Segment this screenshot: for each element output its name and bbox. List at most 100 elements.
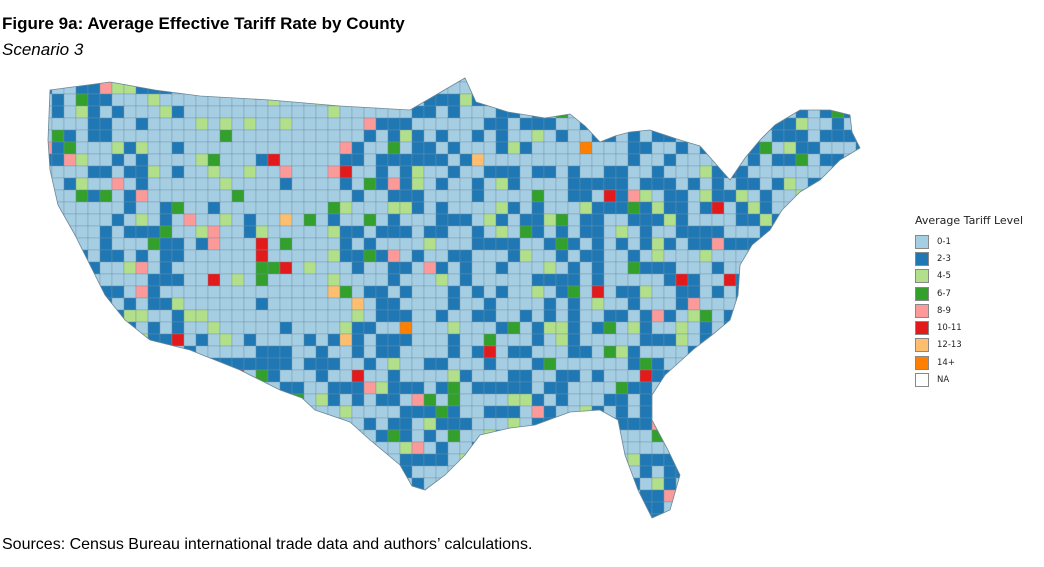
county-cell	[471, 249, 485, 263]
county-cell	[147, 117, 161, 131]
county-cell	[639, 129, 653, 143]
county-cell	[111, 201, 125, 215]
county-cell	[603, 309, 617, 323]
county-cell	[399, 441, 413, 455]
county-cell	[255, 285, 269, 299]
county-cell	[159, 105, 173, 119]
county-cell	[399, 417, 413, 431]
county-cell	[87, 105, 101, 119]
county-cell	[231, 225, 245, 239]
county-cell	[399, 333, 413, 347]
county-cell	[279, 105, 293, 119]
county-cell	[435, 225, 449, 239]
county-cell	[471, 381, 485, 395]
county-cell	[627, 417, 641, 431]
county-cell	[711, 225, 725, 239]
county-cell	[459, 189, 473, 203]
county-cell	[183, 297, 197, 311]
county-cell	[507, 249, 521, 263]
county-cell	[375, 429, 389, 443]
legend-swatch	[915, 355, 929, 370]
county-cell	[747, 189, 761, 203]
county-cell	[579, 285, 593, 299]
county-cell	[207, 153, 221, 167]
county-cell	[771, 141, 785, 155]
county-cell	[783, 129, 797, 143]
county-cell	[411, 429, 425, 443]
county-cell	[483, 129, 497, 143]
county-cell	[375, 201, 389, 215]
county-cell	[423, 405, 437, 419]
county-cell	[519, 273, 533, 287]
county-cell	[327, 285, 341, 299]
county-cell	[315, 261, 329, 275]
county-cell	[423, 249, 437, 263]
county-cell	[267, 165, 281, 179]
county-cell	[303, 333, 317, 347]
county-cell	[351, 225, 365, 239]
county-cell	[555, 249, 569, 263]
county-cell	[723, 261, 737, 275]
county-cell	[411, 261, 425, 275]
county-cell	[351, 369, 365, 383]
county-cell	[555, 297, 569, 311]
county-cell	[63, 165, 77, 179]
county-cell	[363, 165, 377, 179]
county-cell	[495, 405, 509, 419]
county-cell	[279, 153, 293, 167]
county-cell	[267, 105, 281, 119]
county-cell	[351, 105, 365, 119]
county-cell	[279, 141, 293, 155]
county-cell	[555, 345, 569, 359]
county-cell	[663, 165, 677, 179]
county-cell	[543, 369, 557, 383]
county-cell	[75, 189, 89, 203]
county-cell	[471, 345, 485, 359]
county-cell	[567, 213, 581, 227]
county-cell	[639, 189, 653, 203]
county-cell	[651, 309, 665, 323]
county-cell	[471, 213, 485, 227]
county-cell	[471, 165, 485, 179]
county-cell	[543, 285, 557, 299]
county-cell	[519, 177, 533, 191]
county-cell	[387, 237, 401, 251]
county-cell	[639, 453, 653, 467]
county-cell	[387, 309, 401, 323]
county-cell	[87, 237, 101, 251]
county-cell	[819, 117, 833, 131]
county-cell	[771, 153, 785, 167]
county-cell	[267, 333, 281, 347]
county-cell	[459, 177, 473, 191]
county-cell	[459, 129, 473, 143]
county-cell	[603, 189, 617, 203]
county-cell	[423, 321, 437, 335]
county-cell	[207, 117, 221, 131]
county-cell	[99, 249, 113, 263]
county-cell	[435, 261, 449, 275]
county-cell	[267, 297, 281, 311]
county-cell	[315, 189, 329, 203]
county-cell	[75, 141, 89, 155]
county-cell	[519, 321, 533, 335]
county-cell	[507, 321, 521, 335]
county-cell	[195, 129, 209, 143]
county-cell	[363, 201, 377, 215]
county-cell	[387, 333, 401, 347]
county-cell	[531, 369, 545, 383]
county-cell	[123, 117, 137, 131]
county-cell	[447, 189, 461, 203]
county-cell	[531, 405, 545, 419]
county-cell	[315, 273, 329, 287]
county-cell	[411, 117, 425, 131]
county-cell	[207, 321, 221, 335]
county-cell	[471, 141, 485, 155]
county-cell	[459, 117, 473, 131]
county-cell	[507, 345, 521, 359]
county-cell	[171, 105, 185, 119]
county-cell	[231, 189, 245, 203]
county-cell	[147, 141, 161, 155]
county-cell	[111, 105, 125, 119]
county-cell	[663, 201, 677, 215]
county-cell	[363, 369, 377, 383]
